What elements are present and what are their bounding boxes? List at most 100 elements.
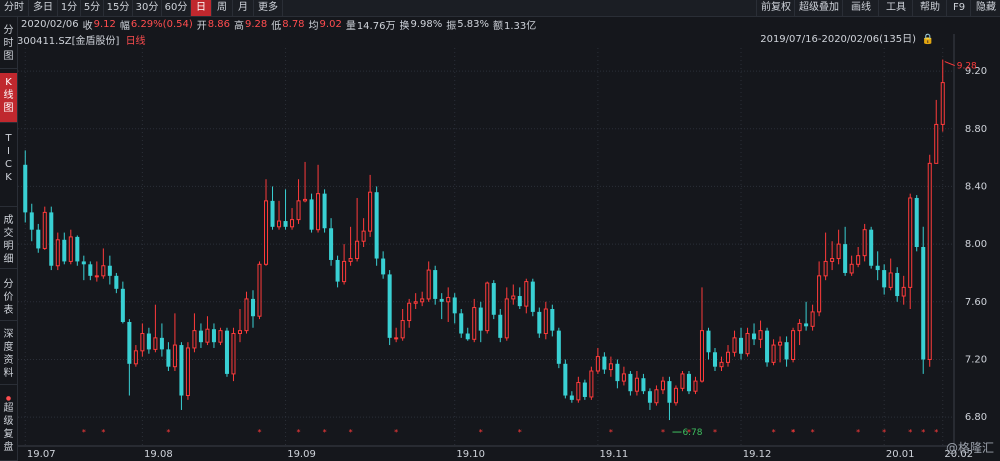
event-marker: * — [258, 428, 262, 437]
candle — [309, 193, 314, 233]
x-tick-label: 19.07 — [27, 449, 56, 460]
candle — [322, 189, 327, 233]
sidebar-tab-3[interactable]: 成 交 明 细 — [0, 211, 17, 269]
candle — [387, 270, 392, 346]
candle — [797, 319, 802, 346]
candle — [114, 272, 119, 294]
timeframe-6[interactable]: 60分 — [162, 0, 191, 16]
candle — [621, 366, 626, 386]
x-axis: 19.07 19.08 19.09 19.10 19.11 19.12 20.01 20.02 — [27, 449, 973, 460]
candle — [342, 244, 347, 285]
candle — [257, 261, 262, 320]
sidebar-tab-5[interactable]: 深 度 资 料 — [0, 325, 17, 385]
toolbar: 分时 多日 1分 5分 15分 30分 60分日周月更多 前复权 超级叠加 画线 工具 帮助 F9 隐藏 — [0, 0, 1000, 17]
timeframe-0[interactable]: 分时 — [0, 0, 29, 16]
timeframe-10[interactable]: 更多 — [254, 0, 283, 16]
timeframe-2[interactable]: 1分 — [58, 0, 81, 16]
candle — [647, 388, 652, 410]
timeframe-8[interactable]: 周 — [212, 0, 233, 16]
info-open: 8.86 — [207, 18, 231, 30]
toolbar-button-2[interactable]: 画线 — [842, 0, 879, 16]
sidebar-tab-2[interactable]: T I C K — [0, 129, 17, 207]
toolbar-button-3[interactable]: 工具 — [878, 0, 913, 16]
info-low-label: 低 — [271, 20, 282, 32]
min-annotation: 6.78 — [682, 428, 702, 438]
info-volume: 14.76万 — [356, 20, 396, 32]
candle — [660, 376, 665, 395]
info-amplitude-label: 振 — [446, 20, 457, 32]
event-marker: * — [394, 428, 398, 437]
info-turnover: 9.98% — [410, 18, 443, 30]
event-marker: * — [713, 428, 717, 437]
candle — [641, 373, 646, 395]
timeframe-1[interactable]: 多日 — [29, 0, 58, 16]
candle — [420, 291, 425, 307]
toolbar-button-4[interactable]: 帮助 — [912, 0, 947, 16]
sidebar-tab-6[interactable]: ● 超 级 复 盘 — [0, 393, 17, 461]
candle — [133, 345, 138, 367]
candle — [634, 371, 639, 396]
sidebar-tab-0[interactable]: 分 时 图 — [0, 21, 17, 69]
candle — [582, 379, 587, 400]
candle — [849, 255, 854, 276]
toolbar-button-1[interactable]: 超级叠加 — [794, 0, 843, 16]
candle — [446, 287, 451, 322]
x-tick-label: 19.11 — [600, 449, 629, 460]
event-marker: * — [791, 428, 795, 437]
event-markers: * * * * * * * * * * * * * * * * ** * * * * * — [82, 428, 938, 437]
sidebar-tab-4[interactable]: 分 价 表 — [0, 275, 17, 321]
info-high-label: 高 — [234, 20, 245, 32]
timeframe-3[interactable]: 5分 — [81, 0, 104, 16]
candle — [888, 258, 893, 291]
info-open-label: 开 — [196, 20, 207, 32]
info-amount: 1.33亿 — [504, 20, 537, 32]
candle — [745, 327, 750, 357]
candle — [940, 59, 945, 132]
timeframe-4[interactable]: 15分 — [104, 0, 133, 16]
candle — [335, 255, 340, 288]
watermark: @格隆汇 — [946, 440, 994, 455]
candle — [680, 371, 685, 392]
candle — [686, 371, 691, 395]
candle — [355, 197, 360, 262]
candle — [934, 99, 939, 164]
candle — [537, 307, 542, 338]
candle — [348, 226, 353, 266]
sidebar-tab-1[interactable]: K 线 图 — [0, 73, 17, 123]
event-marker: * — [856, 428, 860, 437]
candle — [712, 347, 718, 372]
candle — [901, 275, 906, 305]
candle — [550, 304, 555, 337]
timeframe-7[interactable]: 日 — [191, 0, 212, 16]
info-date: 2020/02/06 — [21, 18, 79, 30]
candle — [88, 261, 93, 281]
candle — [498, 309, 503, 343]
event-marker: * — [687, 428, 691, 437]
chart-grid — [18, 48, 954, 446]
event-marker: * — [297, 428, 301, 437]
candle — [524, 278, 529, 314]
timeframe-9[interactable]: 月 — [233, 0, 254, 16]
timeframe-5[interactable]: 30分 — [133, 0, 162, 16]
max-pointer — [944, 61, 955, 67]
toolbar-button-6[interactable]: 隐藏 — [970, 0, 1000, 16]
candle — [615, 359, 620, 389]
candle — [595, 347, 600, 374]
candle — [511, 284, 516, 305]
sidebar-tab-label: 成 交 明 细 — [3, 215, 14, 265]
candle — [693, 376, 698, 395]
y-tick-label: 6.80 — [965, 412, 987, 423]
x-tick-label: 20.01 — [886, 449, 915, 460]
candle — [439, 293, 444, 320]
toolbar-button-0[interactable]: 前复权 — [756, 0, 795, 16]
candle — [556, 327, 561, 369]
candle — [667, 376, 672, 421]
candle — [771, 339, 776, 366]
candle — [244, 291, 249, 334]
info-low: 8.78 — [282, 18, 305, 30]
candle — [608, 356, 613, 377]
candle — [120, 281, 125, 324]
toolbar-button-5[interactable]: F9 — [946, 0, 971, 16]
candle — [250, 290, 256, 328]
